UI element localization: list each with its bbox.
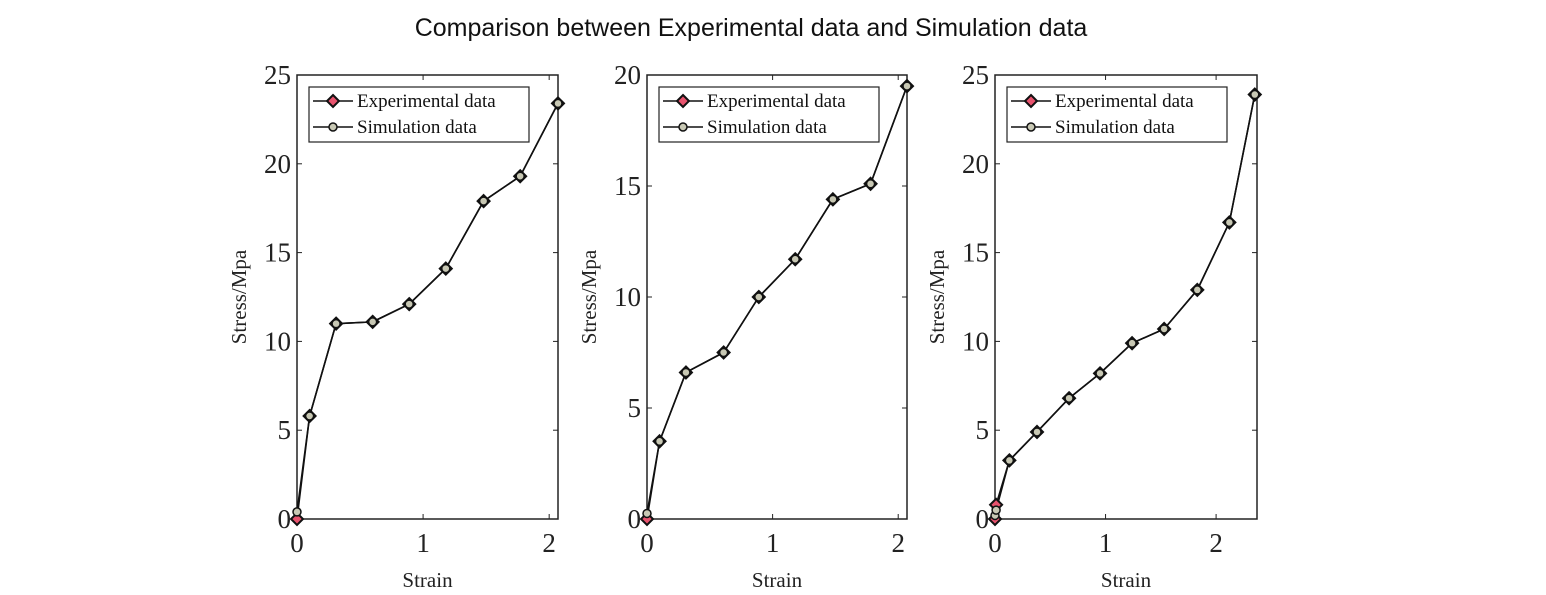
x-tick-label: 2 (891, 528, 905, 558)
y-tick-label: 0 (628, 504, 642, 534)
y-tick-label: 5 (278, 415, 292, 445)
y-axis-label: Stress/Mpa (577, 249, 601, 344)
legend: Experimental data Simulation data (1006, 86, 1228, 143)
series-line-experimental (296, 103, 559, 520)
y-tick-label: 5 (628, 393, 642, 423)
y-tick-label: 0 (278, 504, 292, 534)
simulation-data-point (1004, 455, 1015, 466)
simulation-data-point (1250, 89, 1260, 100)
y-tick-label: 15 (614, 171, 641, 201)
simulation-data-point (1224, 217, 1235, 228)
simulation-data-point (367, 317, 378, 327)
simulation-data-point (1127, 338, 1137, 348)
y-tick-label: 15 (264, 238, 291, 268)
subplot-3: 0 1 20510152025StrainStress/MpaExperimenta… (925, 60, 1263, 592)
legend-box (658, 86, 880, 143)
legend: Experimental data Simulation data (308, 86, 530, 143)
simulation-data-point (828, 194, 838, 205)
legend-diamond-icon (325, 93, 341, 109)
x-tick-label: 0 (290, 528, 304, 558)
y-tick-label: 10 (614, 282, 641, 312)
legend-box (1006, 86, 1228, 143)
legend-circle-icon (678, 122, 688, 132)
subplot-1: 0 1 20510152025StrainStress/MpaExperimenta… (227, 60, 566, 592)
legend-label: Experimental data (357, 91, 496, 112)
simulation-data-point (790, 254, 800, 265)
simulation-data-point (515, 171, 525, 181)
y-tick-label: 20 (962, 149, 989, 179)
y-tick-label: 10 (264, 326, 291, 356)
simulation-data-point (1064, 393, 1074, 403)
simulation-data-point (1192, 285, 1203, 295)
x-tick-label: 2 (1209, 528, 1223, 558)
x-tick-label: 1 (766, 528, 780, 558)
axes-box (994, 74, 1258, 520)
simulation-data-point (718, 347, 729, 358)
legend-label: Simulation data (357, 117, 477, 138)
legend-label: Simulation data (1055, 117, 1175, 138)
experimental-data-point (289, 511, 305, 527)
legend-diamond-icon (675, 93, 691, 109)
simulation-data-point (1032, 427, 1042, 437)
x-axis-label: Strain (402, 568, 453, 592)
simulation-data-point (292, 507, 302, 517)
legend-label: Experimental data (1055, 91, 1194, 112)
x-tick-label: 0 (640, 528, 654, 558)
legend: Experimental data Simulation data (658, 86, 880, 143)
simulation-data-point (654, 436, 665, 447)
x-tick-label: 1 (1099, 528, 1113, 558)
legend-box (308, 86, 530, 143)
y-tick-label: 15 (962, 238, 989, 268)
x-tick-label: 2 (542, 528, 556, 558)
y-axis-label: Stress/Mpa (227, 249, 251, 344)
y-tick-label: 10 (962, 326, 989, 356)
y-axis-label: Stress/Mpa (925, 249, 949, 344)
series-line-experimental (646, 85, 908, 520)
legend-diamond-icon (1023, 93, 1039, 109)
simulation-data-point (902, 81, 912, 91)
legend-label: Experimental data (707, 91, 846, 112)
x-axis-label: Strain (1101, 568, 1152, 592)
simulation-data-point (991, 505, 1001, 515)
simulation-data-point (1095, 368, 1105, 379)
simulation-data-point (304, 411, 315, 421)
legend-circle-icon (1026, 122, 1036, 132)
simulation-data-point (865, 179, 876, 189)
subplot-2: 0 1 205101520StrainStress/MpaExperimental … (577, 60, 915, 592)
simulation-data-point (404, 299, 414, 309)
series-line-simulation (296, 103, 559, 513)
simulation-data-point (754, 292, 764, 302)
simulation-data-point (441, 263, 451, 274)
simulation-data-point (478, 196, 489, 206)
y-tick-label: 0 (976, 504, 990, 534)
y-tick-label: 20 (264, 149, 291, 179)
simulation-data-point (1159, 324, 1169, 334)
simulation-data-point (642, 508, 652, 519)
x-axis-label: Strain (752, 568, 803, 592)
x-tick-label: 0 (988, 528, 1002, 558)
axes-box (296, 74, 559, 520)
series-line-simulation (646, 85, 908, 514)
legend-circle-icon (328, 122, 338, 132)
series-line-simulation (994, 94, 1256, 516)
y-tick-label: 25 (962, 60, 989, 90)
figure-title: Comparison between Experimental data and… (414, 14, 1088, 42)
y-tick-label: 20 (614, 60, 641, 90)
y-tick-label: 25 (264, 60, 291, 90)
simulation-data-point (553, 98, 563, 109)
simulation-data-point (331, 318, 341, 329)
legend-label: Simulation data (707, 117, 827, 138)
x-tick-label: 1 (416, 528, 430, 558)
simulation-data-point (681, 367, 691, 378)
y-tick-label: 5 (976, 415, 990, 445)
series-line-experimental (994, 94, 1256, 520)
